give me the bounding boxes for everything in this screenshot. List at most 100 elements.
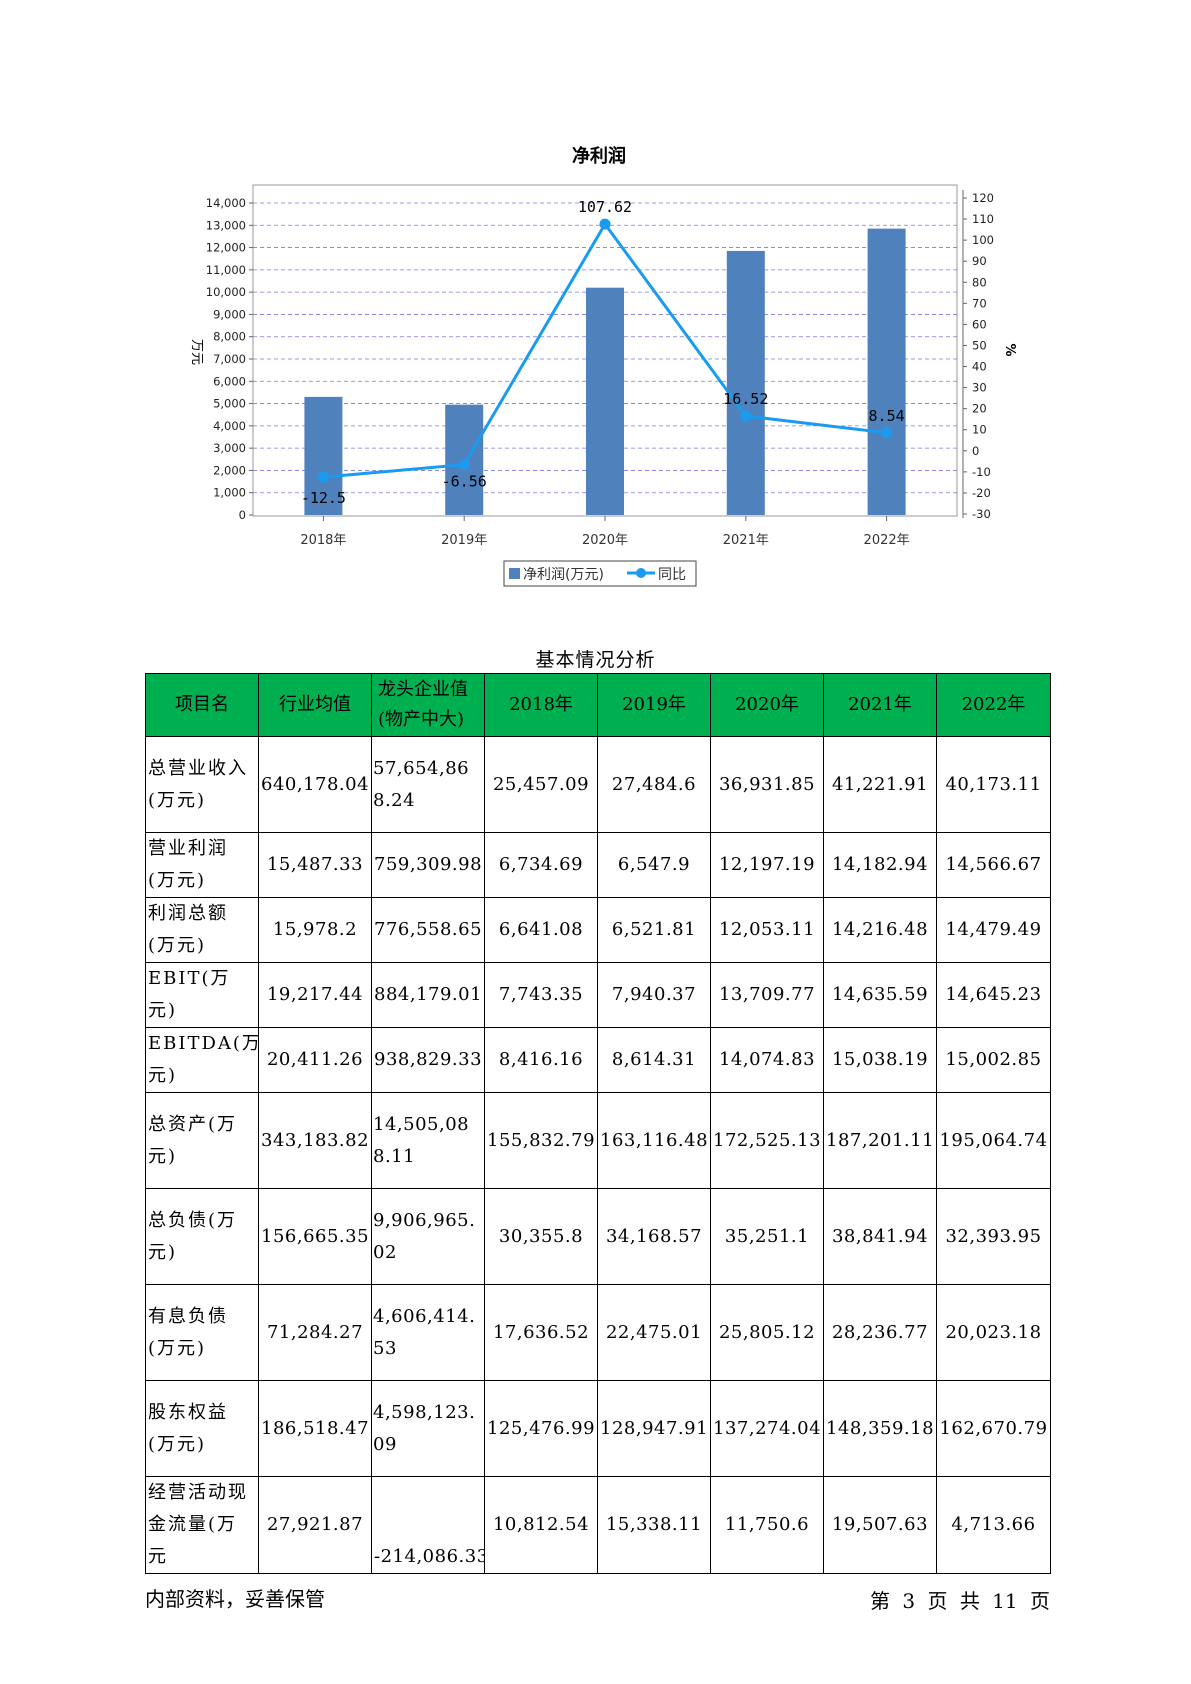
net-profit-chart: 净利润 0 1,000 2,000 3,000 4,000 5,000 6,000 7,000 8… [0,0,1191,600]
footer-confidential-note: 内部资料，妥善保管 [145,1587,325,1611]
table-row: 有息负债(万元) 71,284.27 4,606,414.53 17,636.52 22… [145,1284,1051,1381]
y-tick-label: 5,000 [213,397,246,411]
table-row: 股东权益(万元) 186,518.47 4,598,123.09 125,476.99… [145,1380,1051,1477]
cell-y2020: 12,197.19 [710,832,824,898]
bar-2021年 [726,250,765,515]
y2-tick-label: 70 [972,296,987,310]
row-item-name: 有息负债(万元) [145,1284,259,1381]
table-row: 利润总额(万元) 15,978.2 776,558.65 6,641.08 6,521.… [145,897,1051,963]
cell-y2022: 20,023.18 [936,1284,1051,1381]
legend-box [503,560,697,587]
header-2019: 2019年 [597,673,711,737]
cell-y2021: 148,359.18 [823,1380,937,1477]
y2-tick-label: 0 [972,444,979,458]
cell-leader: -214,086.33 [371,1476,485,1574]
cell-leader: 9,906,965.02 [371,1188,485,1285]
cell-y2019: 27,484.6 [597,736,711,833]
bar-2020年 [586,287,624,515]
header-2018: 2018年 [484,673,598,737]
y2-tick-label: -30 [972,507,991,521]
cell-leader: 4,598,123.09 [371,1380,485,1477]
y2-tick-label: 40 [972,360,987,374]
cell-y2022: 14,645.23 [936,962,1051,1028]
yoy-data-label: 16.52 [723,390,768,408]
yoy-data-label: -12.5 [301,489,346,507]
y2-tick-label: -10 [972,465,991,479]
row-item-name: 利润总额(万元) [145,897,259,963]
cell-y2021: 14,635.59 [823,962,937,1028]
x-tick-label: 2018年 [300,533,346,548]
cell-avg: 156,665.35 [258,1188,372,1285]
cell-avg: 71,284.27 [258,1284,372,1381]
table-row: 总资产(万元) 343,183.82 14,505,088.11 155,832.79… [145,1092,1051,1189]
cell-y2022: 40,173.11 [936,736,1051,833]
cell-avg: 640,178.04 [258,736,372,833]
x-tick-label: 2022年 [864,533,910,548]
cell-y2021: 41,221.91 [823,736,937,833]
yoy-data-label: -6.56 [442,473,487,491]
footer-page-number: 第 3 页 共 11 页 [870,1589,1050,1613]
cell-y2022: 15,002.85 [936,1027,1051,1093]
table-row: 经营活动现金流量(万元 27,921.87 -214,086.33 10,812.54… [145,1476,1051,1574]
cell-y2022: 32,393.95 [936,1188,1051,1285]
row-item-name: 经营活动现金流量(万元 [145,1476,259,1574]
table-row: 营业利润(万元) 15,487.33 759,309.98 6,734.69 6,547… [145,832,1051,898]
yoy-data-label: 8.54 [869,407,905,425]
legend-bar-label: 净利润(万元) [523,567,604,583]
table-row: EBIT(万元) 19,217.44 884,179.01 7,743.35 7,940… [145,962,1051,1028]
cell-y2022: 14,479.49 [936,897,1051,963]
header-2021: 2021年 [823,673,937,737]
bar-2018年 [304,396,343,515]
row-item-name: EBITDA(万元) [145,1027,260,1093]
y2-tick-label: -20 [972,486,991,500]
y-tick-label: 8,000 [213,330,246,344]
yoy-point [458,459,470,471]
y2-tick-label: 20 [972,402,987,416]
y-axis-label: 万元 [189,339,204,365]
cell-y2022: 4,713.66 [936,1476,1051,1574]
row-item-name: 总营业收入(万元) [145,736,259,833]
y-tick-label: 12,000 [206,241,246,255]
cell-y2019: 128,947.91 [597,1380,711,1477]
bar-2022年 [867,228,906,515]
y-tick-label: 14,000 [206,196,246,210]
cell-avg: 20,411.26 [258,1027,372,1093]
y-tick-label: 2,000 [213,463,246,477]
cell-y2020: 13,709.77 [710,962,824,1028]
y2-tick-label: 60 [972,317,987,331]
cell-y2019: 15,338.11 [597,1476,711,1574]
y-tick-label: 4,000 [213,419,246,433]
cell-y2018: 125,476.99 [484,1380,598,1477]
cell-y2018: 25,457.09 [484,736,598,833]
cell-y2018: 17,636.52 [484,1284,598,1381]
yoy-point [881,427,893,439]
basic-analysis-table: 项目名 行业均值 龙头企业值(物产中大) 2018年 2019年 2020年 2… [145,673,1051,1574]
legend-line-label: 同比 [658,567,686,583]
cell-y2018: 6,734.69 [484,832,598,898]
cell-y2021: 28,236.77 [823,1284,937,1381]
row-item-name: 总资产(万元) [145,1092,259,1189]
cell-y2018: 8,416.16 [484,1027,598,1093]
cell-y2018: 10,812.54 [484,1476,598,1574]
cell-leader: 14,505,088.11 [371,1092,485,1189]
cell-y2019: 22,475.01 [597,1284,711,1381]
y-tick-label: 13,000 [206,218,246,232]
cell-avg: 19,217.44 [258,962,372,1028]
header-leader-value: 龙头企业值(物产中大) [371,673,485,737]
y-tick-label: 3,000 [213,441,246,455]
y-tick-label: 9,000 [213,307,246,321]
y2-tick-label: 30 [972,381,987,395]
header-industry-avg: 行业均值 [258,673,372,737]
y2-tick-label: 80 [972,275,987,289]
table-row: EBITDA(万元) 20,411.26 938,829.33 8,416.16 8,6… [145,1027,1051,1093]
cell-y2021: 19,507.63 [823,1476,937,1574]
yoy-point [317,471,329,483]
cell-avg: 15,978.2 [258,897,372,963]
y2-tick-label: 120 [972,191,994,205]
table-row: 总营业收入(万元) 640,178.04 57,654,868.24 25,457.0… [145,736,1051,833]
table-row: 总负债(万元) 156,665.35 9,906,965.02 30,355.8 34,… [145,1188,1051,1285]
cell-y2019: 163,116.48 [597,1092,711,1189]
cell-y2019: 6,547.9 [597,832,711,898]
cell-y2020: 14,074.83 [710,1027,824,1093]
cell-y2019: 7,940.37 [597,962,711,1028]
